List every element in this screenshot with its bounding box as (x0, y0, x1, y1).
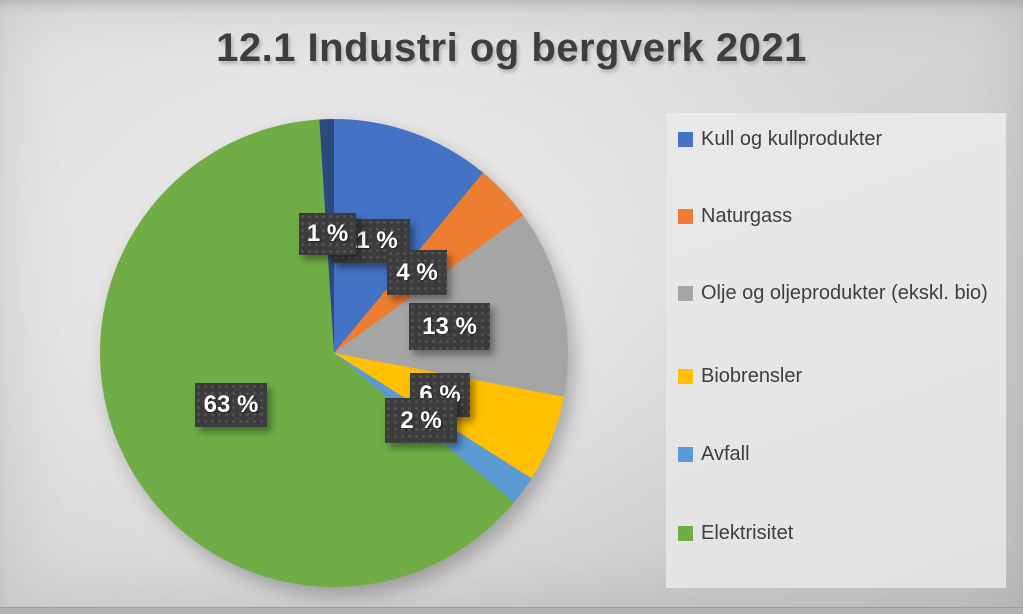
legend-item-avfall: Avfall (678, 441, 998, 468)
legend-swatch-icon (678, 447, 693, 462)
legend-label: Elektrisitet (701, 522, 794, 544)
pie-slice-elektrisitet (100, 119, 515, 587)
legend-label: Kull og kullprodukter (701, 128, 883, 150)
legend-swatch-icon (678, 209, 693, 224)
legend-label: Olje og oljeprodukter (ekskl. bio) (701, 282, 988, 304)
legend-label: Avfall (701, 443, 750, 465)
slide-bottom-edge (0, 607, 1023, 614)
legend-swatch-icon (678, 286, 693, 301)
legend-item-elektrisitet: Elektrisitet (678, 520, 998, 547)
data-label-naturgass: 4 % (387, 250, 447, 295)
legend-item-biobrensler: Biobrensler (678, 363, 998, 390)
data-label-elektrisitet: 63 % (195, 383, 267, 427)
legend-swatch-icon (678, 526, 693, 541)
legend-item-naturgass: Naturgass (678, 203, 998, 230)
legend-item-kull: Kull og kullprodukter (678, 126, 998, 153)
pie-chart (100, 119, 569, 587)
legend-swatch-icon (678, 132, 693, 147)
legend-label: Naturgass (701, 205, 793, 227)
legend-item-olje: Olje og oljeprodukter (ekskl. bio) (678, 280, 998, 307)
legend-panel: Kull og kullprodukter Naturgass Olje og ol… (666, 113, 1006, 588)
data-label-unnamed: 1 % (299, 213, 356, 255)
legend-label: Biobrensler (701, 365, 803, 387)
legend-swatch-icon (678, 369, 693, 384)
data-label-avfall: 2 % (385, 398, 457, 443)
data-label-olje: 13 % (409, 303, 490, 350)
chart-title: 12.1 Industri og bergverk 2021 (216, 26, 807, 70)
